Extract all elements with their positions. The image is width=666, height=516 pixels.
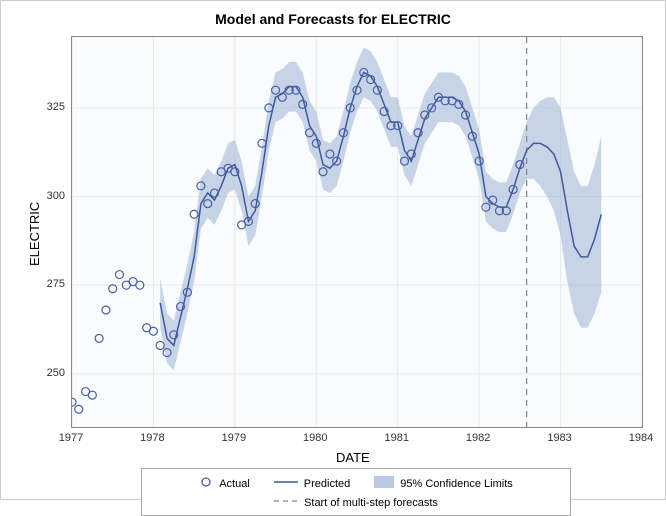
legend-item: Start of multi-step forecasts: [274, 496, 438, 509]
legend-label: Start of multi-step forecasts: [304, 497, 438, 509]
legend-label: Actual: [219, 478, 250, 490]
x-tick-label: 1980: [303, 432, 327, 444]
actual-point: [88, 391, 96, 399]
legend-item: 95% Confidence Limits: [374, 476, 513, 491]
x-tick-label: 1983: [547, 432, 571, 444]
actual-point: [109, 285, 117, 293]
legend-item: Actual: [199, 475, 250, 492]
chart-container: Model and Forecasts for ELECTRIC ELECTRI…: [0, 0, 666, 500]
y-tick-label: 250: [35, 367, 65, 379]
actual-point: [75, 405, 83, 413]
legend-label: 95% Confidence Limits: [400, 478, 513, 490]
actual-point: [72, 398, 76, 406]
actual-point: [156, 341, 164, 349]
y-tick-label: 300: [35, 190, 65, 202]
x-tick-label: 1982: [466, 432, 490, 444]
legend: Actual Predicted 95% Confidence Limits Star…: [141, 468, 571, 516]
legend-swatch-marker: [199, 475, 213, 492]
x-tick-label: 1977: [59, 432, 83, 444]
chart-title: Model and Forecasts for ELECTRIC: [1, 11, 665, 27]
plot-area: [71, 36, 643, 428]
x-tick-label: 1978: [140, 432, 164, 444]
x-tick-label: 1981: [384, 432, 408, 444]
legend-swatch-dash: [274, 496, 298, 509]
x-tick-label: 1984: [629, 432, 653, 444]
y-axis-label: ELECTRIC: [27, 202, 42, 266]
actual-point: [102, 306, 110, 314]
legend-swatch-line: [274, 477, 298, 490]
actual-point: [95, 334, 103, 342]
legend-swatch-area: [374, 476, 394, 491]
legend-label: Predicted: [304, 478, 350, 490]
y-tick-label: 325: [35, 101, 65, 113]
y-tick-label: 275: [35, 278, 65, 290]
legend-item: Predicted: [274, 477, 350, 490]
x-tick-label: 1979: [222, 432, 246, 444]
actual-point: [115, 271, 123, 279]
x-axis-label: DATE: [336, 450, 370, 465]
plot-svg: [72, 37, 642, 427]
